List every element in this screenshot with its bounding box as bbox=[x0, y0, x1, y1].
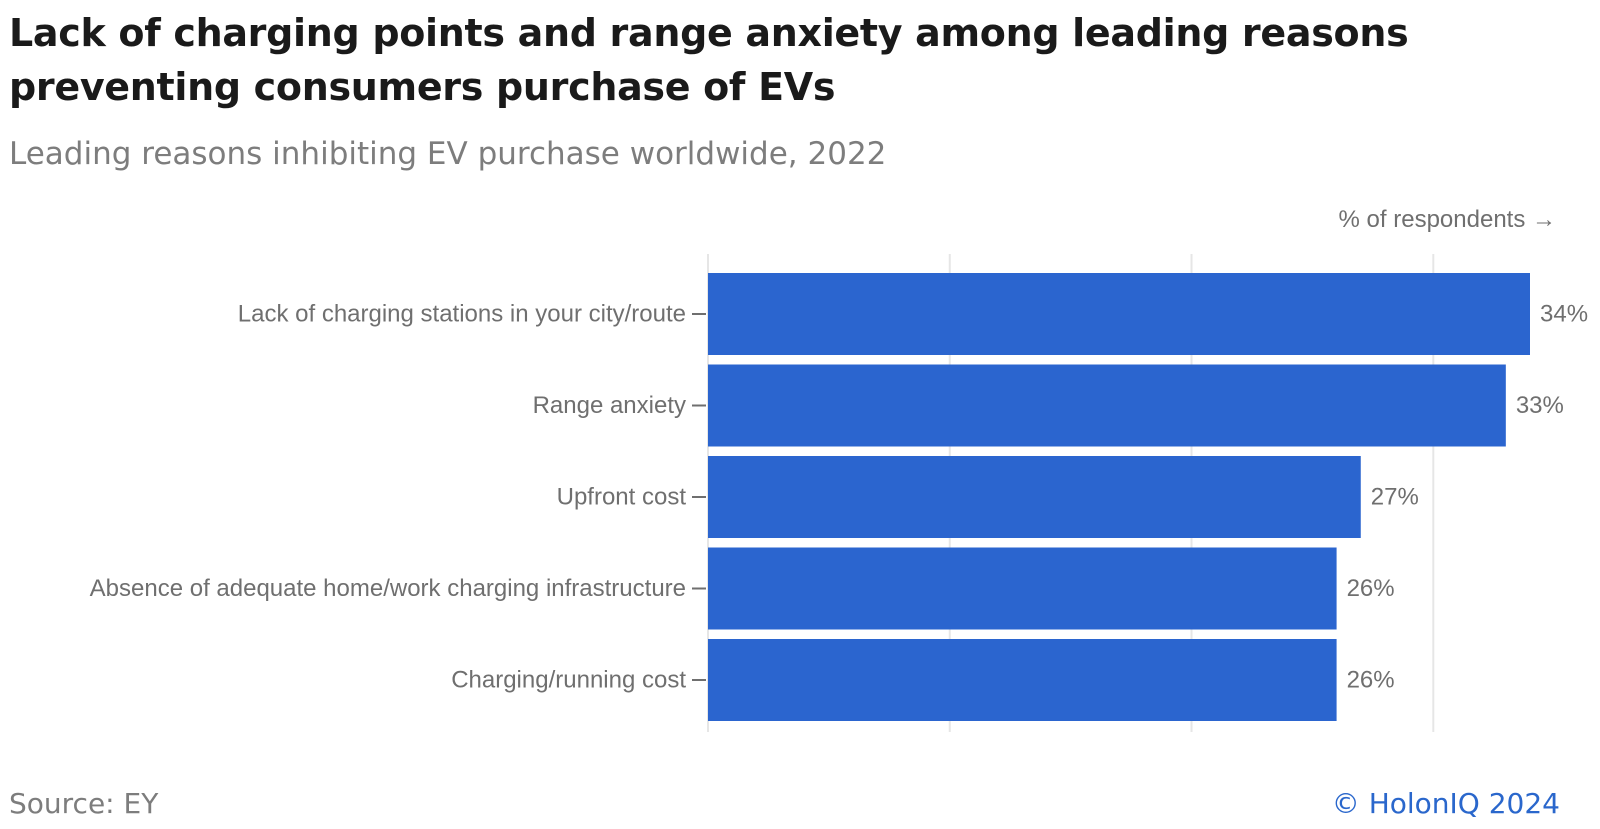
bar-0 bbox=[708, 273, 1530, 355]
category-label-2: Upfront cost bbox=[557, 484, 687, 511]
category-labels: Lack of charging stations in your city/r… bbox=[90, 301, 706, 694]
value-label-3: 26% bbox=[1347, 575, 1395, 602]
value-labels: 34% 33% 27% 26% 26% bbox=[1347, 301, 1588, 694]
category-label-4: Charging/running cost bbox=[451, 667, 686, 694]
x-axis-label: % of respondents → bbox=[1338, 206, 1556, 233]
category-label-3: Absence of adequate home/work charging i… bbox=[90, 575, 686, 602]
value-label-2: 27% bbox=[1371, 484, 1419, 511]
copyright-note: © HolonIQ 2024 bbox=[1331, 787, 1560, 820]
bar-chart: Lack of charging stations in your city/r… bbox=[90, 254, 1588, 732]
source-note: Source: EY bbox=[9, 787, 159, 820]
value-label-1: 33% bbox=[1516, 392, 1564, 419]
value-label-0: 34% bbox=[1540, 301, 1588, 328]
category-label-0: Lack of charging stations in your city/r… bbox=[238, 301, 686, 328]
chart-subtitle: Leading reasons inhibiting EV purchase w… bbox=[9, 136, 887, 172]
bar-2 bbox=[708, 456, 1361, 538]
category-label-1: Range anxiety bbox=[533, 392, 686, 419]
bar-4 bbox=[708, 639, 1337, 721]
chart-title: Lack of charging points and range anxiet… bbox=[9, 11, 1409, 109]
bar-3 bbox=[708, 547, 1337, 630]
bars bbox=[708, 273, 1530, 721]
bar-1 bbox=[708, 364, 1506, 447]
value-label-4: 26% bbox=[1347, 667, 1395, 694]
